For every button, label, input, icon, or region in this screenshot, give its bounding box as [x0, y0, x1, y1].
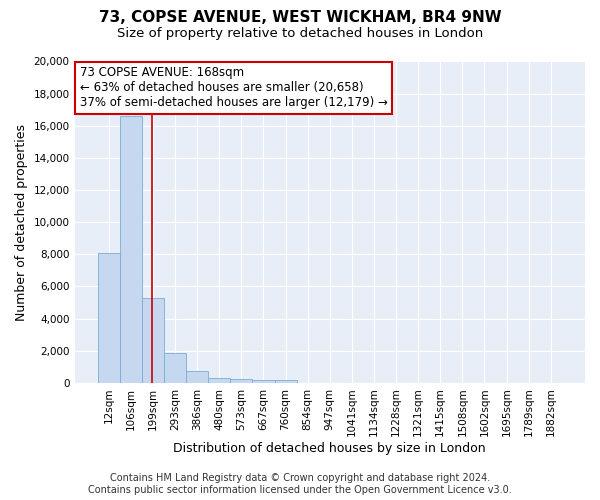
- Bar: [142, 298, 164, 383]
- Bar: [120, 116, 142, 383]
- Bar: [208, 378, 230, 383]
- Text: 73 COPSE AVENUE: 168sqm
← 63% of detached houses are smaller (20,658)
37% of sem: 73 COPSE AVENUE: 168sqm ← 63% of detache…: [80, 66, 388, 110]
- Text: Size of property relative to detached houses in London: Size of property relative to detached ho…: [117, 28, 483, 40]
- Text: Contains HM Land Registry data © Crown copyright and database right 2024.
Contai: Contains HM Land Registry data © Crown c…: [88, 474, 512, 495]
- Bar: [275, 380, 296, 383]
- Bar: [98, 252, 120, 383]
- Bar: [164, 353, 186, 383]
- Y-axis label: Number of detached properties: Number of detached properties: [15, 124, 28, 320]
- Text: 73, COPSE AVENUE, WEST WICKHAM, BR4 9NW: 73, COPSE AVENUE, WEST WICKHAM, BR4 9NW: [98, 10, 502, 25]
- Bar: [186, 371, 208, 383]
- X-axis label: Distribution of detached houses by size in London: Distribution of detached houses by size …: [173, 442, 486, 455]
- Bar: [230, 379, 253, 383]
- Bar: [253, 380, 275, 383]
